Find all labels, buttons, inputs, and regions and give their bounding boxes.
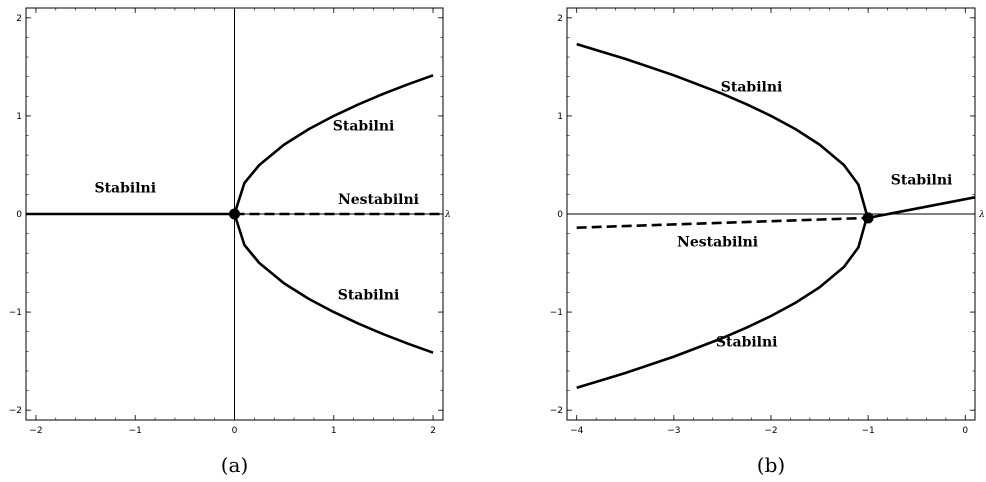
branch-label: Stabilni [333,119,395,135]
stable-branch-2 [233,74,434,215]
stable-branch-3 [233,213,434,354]
branch-label: Nestabilni [677,234,758,250]
y-tick-label: −2 [9,406,22,416]
stable-branch-1 [576,215,869,390]
x-tick-label: −4 [570,426,584,436]
chart-panel-a: −2 −1 0 1 2 −2 −1 0 1 2 Stabilni Nestabilni Stabilni… [9,7,451,477]
panel-caption: (a) [221,453,249,477]
x-tick-label: −2 [29,426,42,436]
y-tick-label: 2 [16,14,22,24]
stable-branch-3 [867,196,975,220]
branch-label: Stabilni [891,173,953,189]
y-tick-label: −1 [9,308,22,318]
branch-label: Nestabilni [338,192,419,208]
x-tick-label: −3 [667,426,680,436]
y-tick-label: 0 [557,210,563,220]
x-tick-label: 0 [962,426,968,436]
y-tick-label: 0 [16,210,22,220]
panel-caption: (b) [757,453,785,477]
y-tick-label: 1 [16,112,22,122]
x-tick-label: −1 [862,426,875,436]
chart-panel-b: −4 −3 −2 −1 0 −2 −1 0 1 2 Stabilni Stabilni Nestabil… [550,7,985,477]
y-tick-label: −1 [550,308,563,318]
y-tick-label: 2 [557,14,563,24]
unstable-branch-2 [576,216,869,229]
branch-label: Stabilni [94,180,156,196]
x-tick-label: 0 [232,426,238,436]
branch-label: Stabilni [716,334,778,350]
x-axis-name: λ [444,210,451,220]
x-tick-label: 1 [331,426,337,436]
branch-label: Stabilni [721,79,783,95]
bifurcation-point [862,212,874,224]
x-tick-label: 2 [430,426,436,436]
y-tick-label: −2 [550,406,563,416]
stable-branch-0 [576,42,869,217]
branch-label: Stabilni [338,287,400,303]
y-tick-label: 1 [557,112,563,122]
x-axis-name: λ [978,210,985,220]
x-tick-label: −1 [129,426,142,436]
x-tick-label: −2 [764,426,777,436]
bifurcation-point [229,208,240,220]
